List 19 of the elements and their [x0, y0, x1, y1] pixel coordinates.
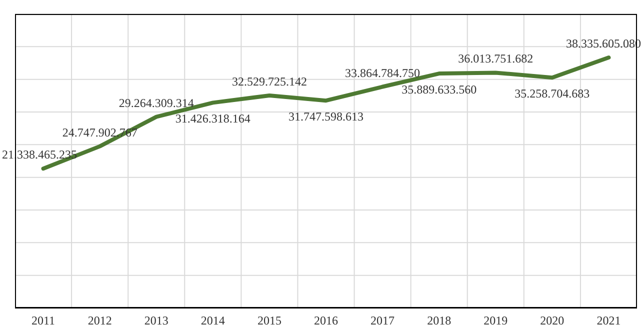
x-tick-label: 2017: [370, 314, 395, 328]
x-tick-label: 2018: [427, 314, 452, 328]
data-label: 33.864.784.750: [345, 66, 420, 80]
x-tick-label: 2020: [540, 314, 564, 328]
x-tick-label: 2016: [314, 314, 338, 328]
data-label: 36.013.751.682: [458, 52, 534, 66]
x-tick-label: 2011: [31, 314, 56, 328]
data-label: 35.258.704.683: [514, 86, 590, 101]
data-label: 31.747.598.613: [288, 110, 364, 124]
data-label: 32.529.725.142: [232, 74, 307, 88]
x-tick-label: 2013: [144, 314, 168, 328]
x-tick-label: 2021: [596, 314, 621, 328]
x-tick-label: 2014: [200, 314, 225, 328]
x-tick-label: 2019: [484, 314, 508, 328]
data-label: 31.426.318.164: [175, 112, 250, 126]
x-tick-label: 2012: [88, 314, 112, 328]
data-label: 35.889.633.560: [402, 82, 477, 97]
data-label: 29.264.309.314: [118, 96, 194, 110]
x-tick-label: 2015: [257, 314, 282, 328]
